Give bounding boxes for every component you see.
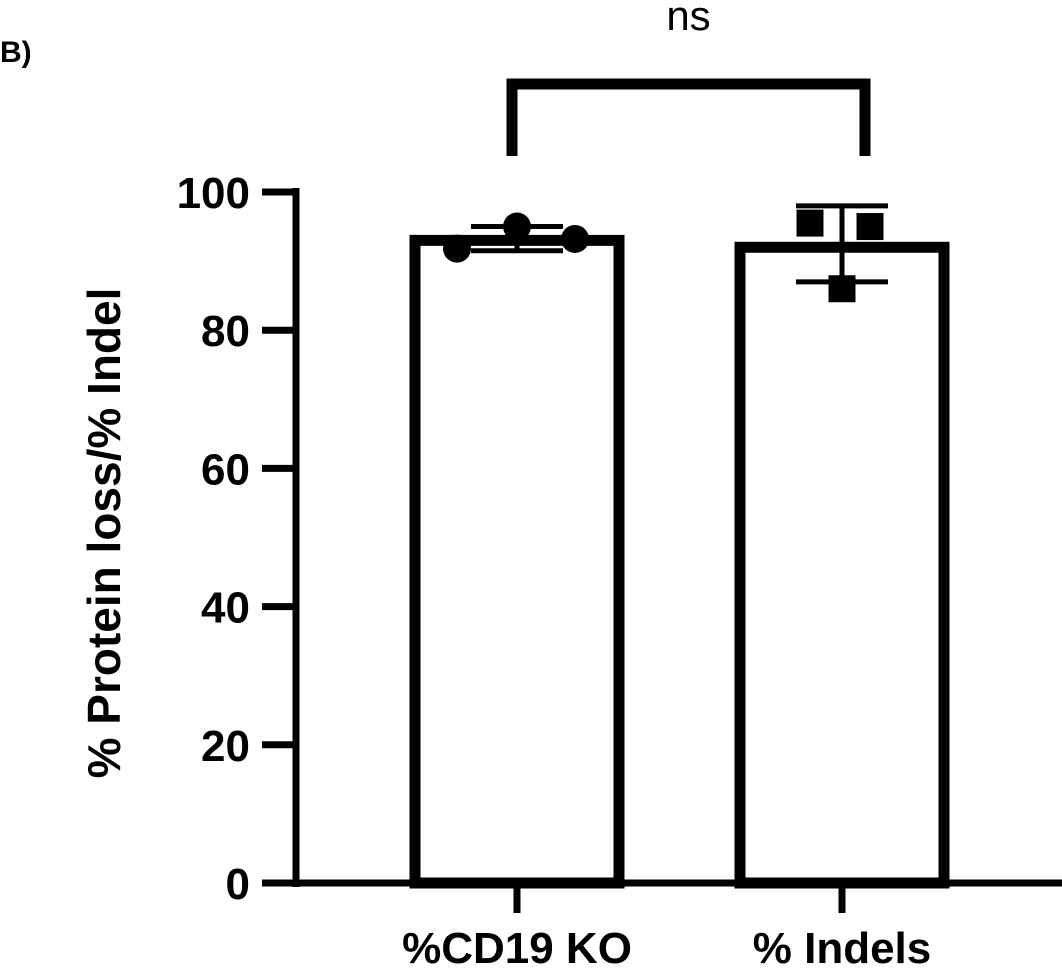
y-tick-label: 100 (177, 169, 250, 218)
y-axis-title: % Protein loss/% Indel (78, 288, 130, 779)
x-tick-label: %CD19 KO (402, 924, 632, 968)
data-point (796, 209, 824, 237)
data-point (856, 213, 884, 241)
x-tick-label: % Indels (753, 924, 932, 968)
bar-1 (409, 234, 625, 889)
plot-area: 0 20 40 60 80 100 %CD19 KO % Indels ns (177, 0, 1062, 968)
y-tick-label: 80 (201, 307, 250, 356)
data-point (503, 212, 531, 241)
y-tick-label: 60 (201, 445, 250, 494)
bar-2 (734, 241, 950, 889)
data-point (561, 224, 589, 253)
data-point (828, 275, 856, 303)
significance-label: ns (666, 0, 710, 39)
y-tick-label: 40 (201, 584, 250, 633)
y-tick-label: 0 (226, 860, 250, 909)
significance-bracket (506, 78, 871, 156)
y-tick-label: 20 (201, 722, 250, 771)
panel-label: B) (0, 36, 32, 69)
data-point (443, 234, 471, 263)
